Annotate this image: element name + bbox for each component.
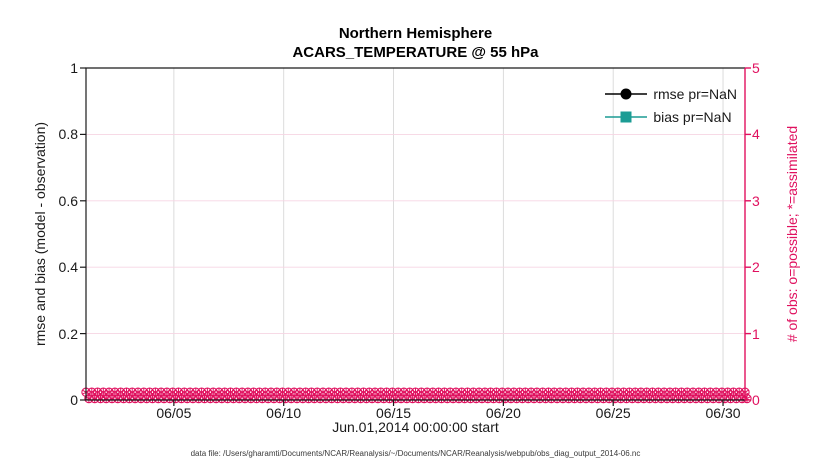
rmse-line-circle-marker-icon: [605, 88, 648, 99]
legend-label-rmse: rmse pr=NaN: [653, 85, 737, 102]
plot-title-line2: ACARS_TEMPERATURE @ 55 hPa: [292, 44, 539, 61]
x-axis-label: Jun.01,2014 00:00:00 start: [332, 419, 499, 435]
y-right-tick-label: 2: [752, 259, 760, 276]
legend: rmse pr=NaN bias pr=NaN: [604, 82, 737, 128]
y-axis-right-label: # of obs: o=possible; *=assimilated: [784, 125, 800, 343]
data-file-caption: data file: /Users/gharamti/Documents/NCA…: [190, 449, 641, 458]
y-left-tick-label: 0.8: [58, 126, 78, 143]
plot-title-line1: Northern Hemisphere: [338, 25, 493, 42]
x-tick-label: 06/25: [595, 405, 631, 421]
bias-line-square-marker-icon: [605, 111, 648, 122]
y-right-tick-label: 4: [752, 126, 760, 143]
x-tick-label: 06/05: [156, 405, 192, 421]
y-axis-left-label: rmse and bias (model - observation): [32, 121, 48, 347]
y-left-tick-label: 0: [70, 392, 78, 408]
y-left-tick-label: 0.2: [58, 325, 78, 342]
x-tick-label: 06/15: [376, 405, 412, 421]
possible-obs-circle-markers: [81, 387, 752, 404]
y-right-tick-label: 3: [752, 192, 760, 209]
y-left-tick-label: 0.6: [58, 192, 78, 209]
y-right-tick-label: 1: [752, 325, 760, 342]
y-left-tick-label: 0.4: [58, 259, 78, 276]
legend-label-bias: bias pr=NaN: [653, 108, 732, 125]
x-tick-label: 06/30: [705, 405, 741, 421]
y-right-tick-label: 5: [752, 60, 760, 76]
legend-item-rmse: rmse pr=NaN: [604, 82, 737, 105]
y-right-tick-label: 0: [752, 392, 760, 408]
x-tick-label: 06/10: [266, 405, 302, 421]
y-left-tick-label: 1: [70, 60, 78, 76]
legend-item-bias: bias pr=NaN: [604, 105, 737, 128]
x-tick-label: 06/20: [485, 405, 521, 421]
